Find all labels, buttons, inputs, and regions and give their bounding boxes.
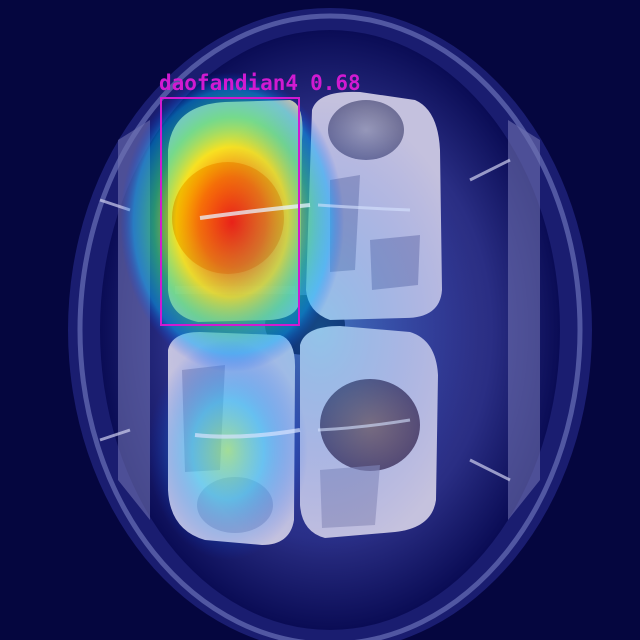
- detection-bounding-box: [160, 97, 300, 326]
- detection-score: 0.68: [310, 71, 361, 95]
- detection-class-name: daofandian4: [159, 71, 299, 95]
- detection-label: daofandian4 0.68: [159, 70, 361, 96]
